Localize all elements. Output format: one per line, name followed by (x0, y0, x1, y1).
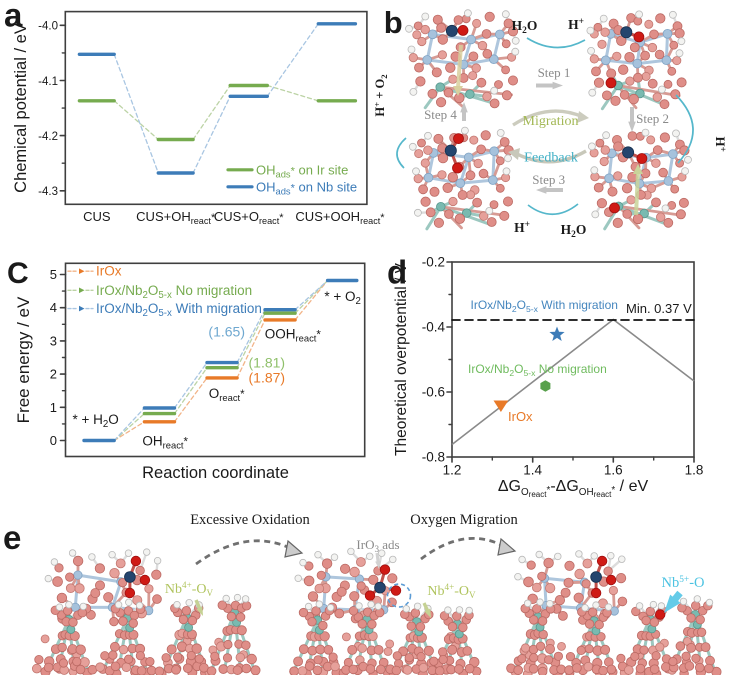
svg-text:-4.1: -4.1 (38, 76, 58, 88)
svg-text:CUS+OOHreact*: CUS+OOHreact* (295, 209, 385, 226)
svg-text:b: b (384, 5, 403, 40)
svg-text:Oxygen Migration: Oxygen Migration (410, 512, 518, 528)
svg-text:d: d (387, 254, 407, 291)
svg-text:Migration: Migration (523, 114, 579, 129)
svg-text:OHreact*: OHreact* (142, 433, 188, 450)
svg-text:3: 3 (50, 333, 57, 348)
svg-text:Chemical potential / eV: Chemical potential / eV (12, 23, 30, 193)
svg-text:OOHreact*: OOHreact* (265, 327, 322, 344)
svg-text:Excessive Oxidation: Excessive Oxidation (190, 512, 310, 528)
svg-text:1.4: 1.4 (523, 463, 542, 478)
svg-text:H2O: H2O (561, 222, 587, 240)
svg-text:Nb5+-O: Nb5+-O (661, 575, 704, 591)
svg-text:a: a (4, 0, 23, 34)
svg-text:CUS+Oreact*: CUS+Oreact* (214, 209, 284, 226)
svg-text:4: 4 (50, 300, 57, 315)
svg-text:Theoretical overpotential / V: Theoretical overpotential / V (393, 262, 410, 456)
svg-text:OHads* on Nb site: OHads* on Nb site (256, 179, 357, 196)
svg-text:CUS: CUS (83, 209, 111, 224)
svg-text:Nb4+-OV: Nb4+-OV (165, 580, 214, 598)
svg-text:H+: H+ (713, 137, 728, 152)
svg-text:Step 3: Step 3 (532, 172, 565, 187)
svg-text:-0.4: -0.4 (422, 320, 446, 335)
svg-text:C: C (7, 257, 29, 290)
svg-text:IrOx: IrOx (508, 409, 533, 424)
svg-text:Step 2: Step 2 (636, 111, 669, 126)
svg-text:e: e (3, 519, 21, 556)
svg-text:IrOx/Nb2O5-x No migration: IrOx/Nb2O5-x No migration (96, 283, 252, 301)
svg-text:IrOx/Nb2O5-x No migration: IrOx/Nb2O5-x No migration (468, 362, 607, 378)
svg-text:Free energy / eV: Free energy / eV (14, 296, 33, 423)
svg-text:IrOx/Nb2O5-x With migration: IrOx/Nb2O5-x With migration (96, 301, 262, 319)
svg-text:1.2: 1.2 (443, 463, 462, 478)
svg-text:ΔGOreact*-ΔGOHreact* / eV: ΔGOreact*-ΔGOHreact* / eV (498, 478, 649, 499)
svg-text:-0.2: -0.2 (422, 255, 445, 270)
svg-text:-0.8: -0.8 (422, 450, 445, 465)
svg-text:Min. 0.37 V: Min. 0.37 V (626, 301, 692, 316)
svg-text:-0.6: -0.6 (422, 385, 445, 400)
svg-text:Oreact*: Oreact* (209, 386, 245, 403)
svg-text:(1.87): (1.87) (249, 370, 286, 386)
svg-text:* + O2: * + O2 (324, 289, 361, 307)
svg-text:OHads* on Ir site: OHads* on Ir site (256, 162, 348, 179)
svg-text:H+ + O2: H+ + O2 (372, 74, 389, 117)
svg-text:Reaction coordinate: Reaction coordinate (142, 464, 289, 482)
svg-text:IrOx/Nb2O5-x With migration: IrOx/Nb2O5-x With migration (471, 298, 618, 314)
svg-text:-4.3: -4.3 (38, 186, 58, 198)
svg-text:0: 0 (50, 433, 57, 448)
svg-text:-4.0: -4.0 (38, 21, 58, 33)
svg-text:CUS+OHreact*: CUS+OHreact* (136, 209, 216, 226)
svg-text:(1.65): (1.65) (208, 324, 245, 340)
svg-text:Step 1: Step 1 (538, 65, 571, 80)
svg-text:Step 4: Step 4 (424, 107, 457, 122)
svg-text:1.6: 1.6 (604, 463, 623, 478)
svg-text:H+: H+ (514, 220, 530, 235)
svg-text:IrO3 ads: IrO3 ads (356, 537, 399, 554)
svg-text:(1.81): (1.81) (249, 354, 286, 370)
svg-text:5: 5 (50, 267, 57, 282)
svg-text:1.8: 1.8 (685, 463, 704, 478)
svg-text:H+: H+ (568, 17, 584, 32)
svg-text:IrOx: IrOx (96, 264, 122, 279)
svg-text:-4.2: -4.2 (38, 131, 58, 143)
svg-text:2: 2 (50, 367, 57, 382)
svg-text:* + H2O: * + H2O (72, 412, 118, 430)
svg-text:H2O: H2O (512, 18, 538, 36)
svg-text:Nb4+-OV: Nb4+-OV (427, 582, 476, 600)
svg-text:1: 1 (50, 400, 57, 415)
svg-text:Feedback: Feedback (524, 151, 578, 166)
